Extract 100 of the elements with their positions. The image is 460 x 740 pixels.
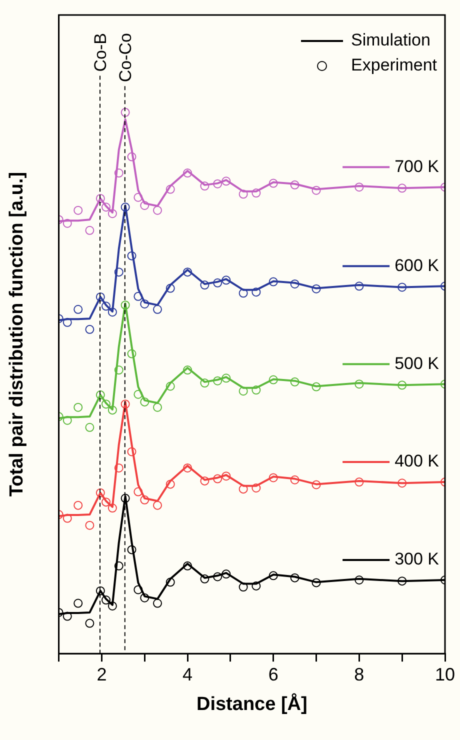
point bbox=[290, 279, 300, 288]
text: Simulation bbox=[351, 30, 430, 50]
point bbox=[152, 598, 162, 608]
point bbox=[268, 571, 278, 580]
point bbox=[183, 366, 192, 375]
point bbox=[140, 201, 150, 210]
point bbox=[96, 292, 105, 302]
ref-line-label: Co-B bbox=[90, 32, 110, 72]
point bbox=[398, 478, 407, 488]
point bbox=[96, 488, 105, 498]
point bbox=[166, 578, 175, 587]
point bbox=[85, 226, 94, 235]
point bbox=[127, 349, 136, 358]
point bbox=[183, 561, 192, 570]
point bbox=[238, 582, 248, 592]
point bbox=[140, 495, 150, 504]
point bbox=[222, 472, 231, 481]
point bbox=[252, 581, 261, 590]
legend-label: 300 K bbox=[394, 550, 440, 569]
point bbox=[140, 299, 150, 308]
point bbox=[268, 277, 278, 286]
point bbox=[183, 268, 192, 277]
x-tick-label: 8 bbox=[354, 664, 364, 684]
point bbox=[96, 194, 105, 203]
point bbox=[120, 202, 130, 212]
point bbox=[200, 280, 210, 290]
point bbox=[134, 585, 143, 594]
point bbox=[120, 400, 130, 409]
point bbox=[96, 586, 105, 596]
point bbox=[268, 375, 278, 384]
point bbox=[152, 206, 162, 215]
point bbox=[102, 498, 110, 507]
point bbox=[114, 168, 124, 178]
point bbox=[102, 302, 110, 311]
point bbox=[62, 416, 72, 425]
point bbox=[134, 390, 143, 399]
x-tick-label: 4 bbox=[182, 664, 193, 684]
point bbox=[85, 618, 94, 628]
point bbox=[354, 182, 364, 192]
y-axis-title: Total pair distribution function [a.u.] bbox=[6, 172, 28, 497]
point bbox=[74, 304, 83, 314]
point bbox=[213, 572, 222, 582]
point bbox=[290, 475, 300, 484]
legend-label: 700 K bbox=[394, 156, 440, 176]
point bbox=[290, 377, 300, 386]
point bbox=[268, 178, 278, 188]
point bbox=[62, 612, 72, 621]
legend-label: 500 K bbox=[394, 354, 440, 373]
point bbox=[134, 192, 143, 202]
point bbox=[85, 520, 94, 530]
point bbox=[127, 152, 136, 162]
point bbox=[127, 447, 136, 456]
point bbox=[354, 282, 364, 291]
legend-label: 600 K bbox=[394, 256, 440, 275]
point bbox=[238, 484, 248, 494]
point bbox=[238, 190, 248, 199]
point bbox=[166, 284, 175, 293]
point bbox=[114, 561, 124, 570]
x-tick-label: 6 bbox=[268, 664, 278, 684]
point bbox=[312, 284, 321, 294]
point bbox=[102, 400, 110, 409]
point bbox=[152, 304, 162, 314]
legend-label: 400 K bbox=[394, 452, 440, 471]
point bbox=[120, 494, 130, 503]
point bbox=[127, 545, 136, 554]
point bbox=[108, 406, 117, 415]
point bbox=[62, 218, 72, 228]
point bbox=[166, 382, 175, 391]
point bbox=[213, 278, 222, 288]
point bbox=[268, 473, 278, 482]
point bbox=[140, 397, 150, 406]
point bbox=[74, 206, 83, 215]
point bbox=[213, 376, 222, 386]
point bbox=[290, 573, 300, 582]
point bbox=[222, 374, 231, 383]
point bbox=[134, 292, 143, 301]
point bbox=[62, 514, 72, 523]
point bbox=[108, 308, 117, 317]
point bbox=[114, 463, 124, 472]
point bbox=[312, 578, 321, 588]
point bbox=[398, 282, 407, 292]
point bbox=[222, 570, 231, 579]
point bbox=[62, 318, 72, 327]
point bbox=[354, 576, 364, 584]
point bbox=[74, 598, 83, 608]
point bbox=[354, 380, 364, 389]
point bbox=[222, 276, 231, 285]
point bbox=[200, 574, 210, 584]
point bbox=[398, 184, 407, 193]
point bbox=[398, 380, 407, 390]
point bbox=[200, 182, 210, 191]
point bbox=[252, 483, 261, 492]
point bbox=[312, 186, 321, 195]
point bbox=[166, 480, 175, 489]
point bbox=[213, 474, 222, 484]
point bbox=[140, 593, 150, 602]
point bbox=[152, 500, 162, 510]
point bbox=[398, 576, 407, 586]
point bbox=[238, 386, 248, 396]
point bbox=[134, 487, 143, 496]
